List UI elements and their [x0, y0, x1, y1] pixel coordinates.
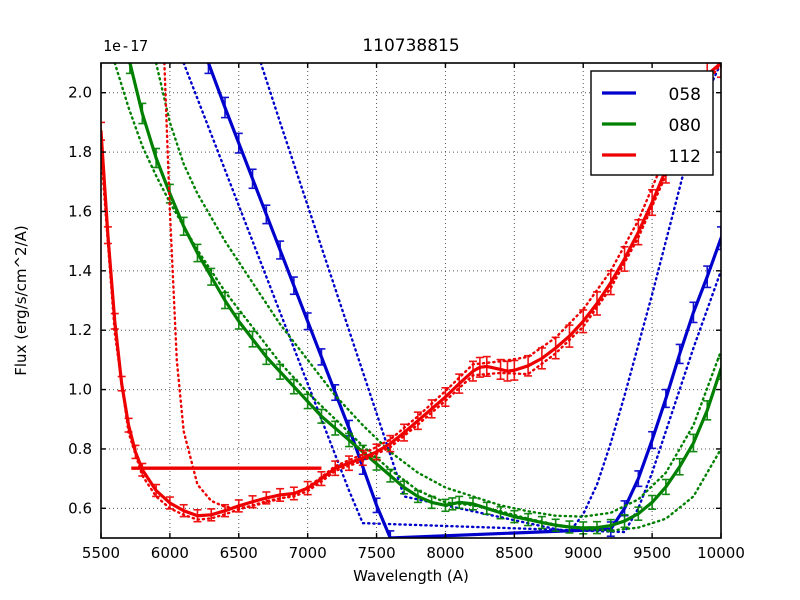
x-tick-label: 10000: [697, 544, 745, 562]
y-tick-label: 1.0: [68, 381, 92, 399]
legend: 058 080 112: [590, 70, 714, 176]
series-line-080[interactable]: [128, 63, 721, 530]
axes-frame: [100, 62, 722, 539]
y-tick-label: 1.2: [68, 321, 92, 339]
y-tick-label: 1.6: [68, 202, 92, 220]
x-tick-label: 9500: [633, 544, 671, 562]
x-tick-label: 6000: [151, 544, 189, 562]
x-tick-label: 5500: [82, 544, 120, 562]
y-tick-label: 0.8: [68, 440, 92, 458]
legend-label-112[interactable]: 112: [669, 147, 701, 167]
x-tick-label: 7500: [357, 544, 395, 562]
series-line-058[interactable]: [206, 63, 721, 538]
x-axis-label: Wavelength (A): [353, 567, 469, 585]
x-tick-label: 8500: [495, 544, 533, 562]
envelope-lower-058: [182, 63, 721, 534]
y-tick-label: 2.0: [68, 84, 92, 102]
series-line-112[interactable]: [101, 63, 721, 518]
x-tick-label: 9000: [564, 544, 602, 562]
x-tick-label: 7000: [289, 544, 327, 562]
data-layer: [101, 63, 721, 538]
y-axis-offset-text: 1e-17: [103, 37, 148, 55]
x-tick-label: 8000: [426, 544, 464, 562]
y-tick-label: 0.6: [68, 499, 92, 517]
y-axis-label: Flux (erg/s/cm^2/A): [12, 225, 30, 376]
envelope-upper-080: [154, 63, 721, 518]
legend-box: [590, 70, 714, 176]
y-tick-label: 1.4: [68, 262, 92, 280]
legend-label-080[interactable]: 080: [669, 116, 701, 136]
chart-title: 110738815: [362, 36, 459, 56]
y-tick-label: 1.8: [68, 143, 92, 161]
x-tick-label: 6500: [220, 544, 258, 562]
legend-label-058[interactable]: 058: [669, 85, 701, 105]
